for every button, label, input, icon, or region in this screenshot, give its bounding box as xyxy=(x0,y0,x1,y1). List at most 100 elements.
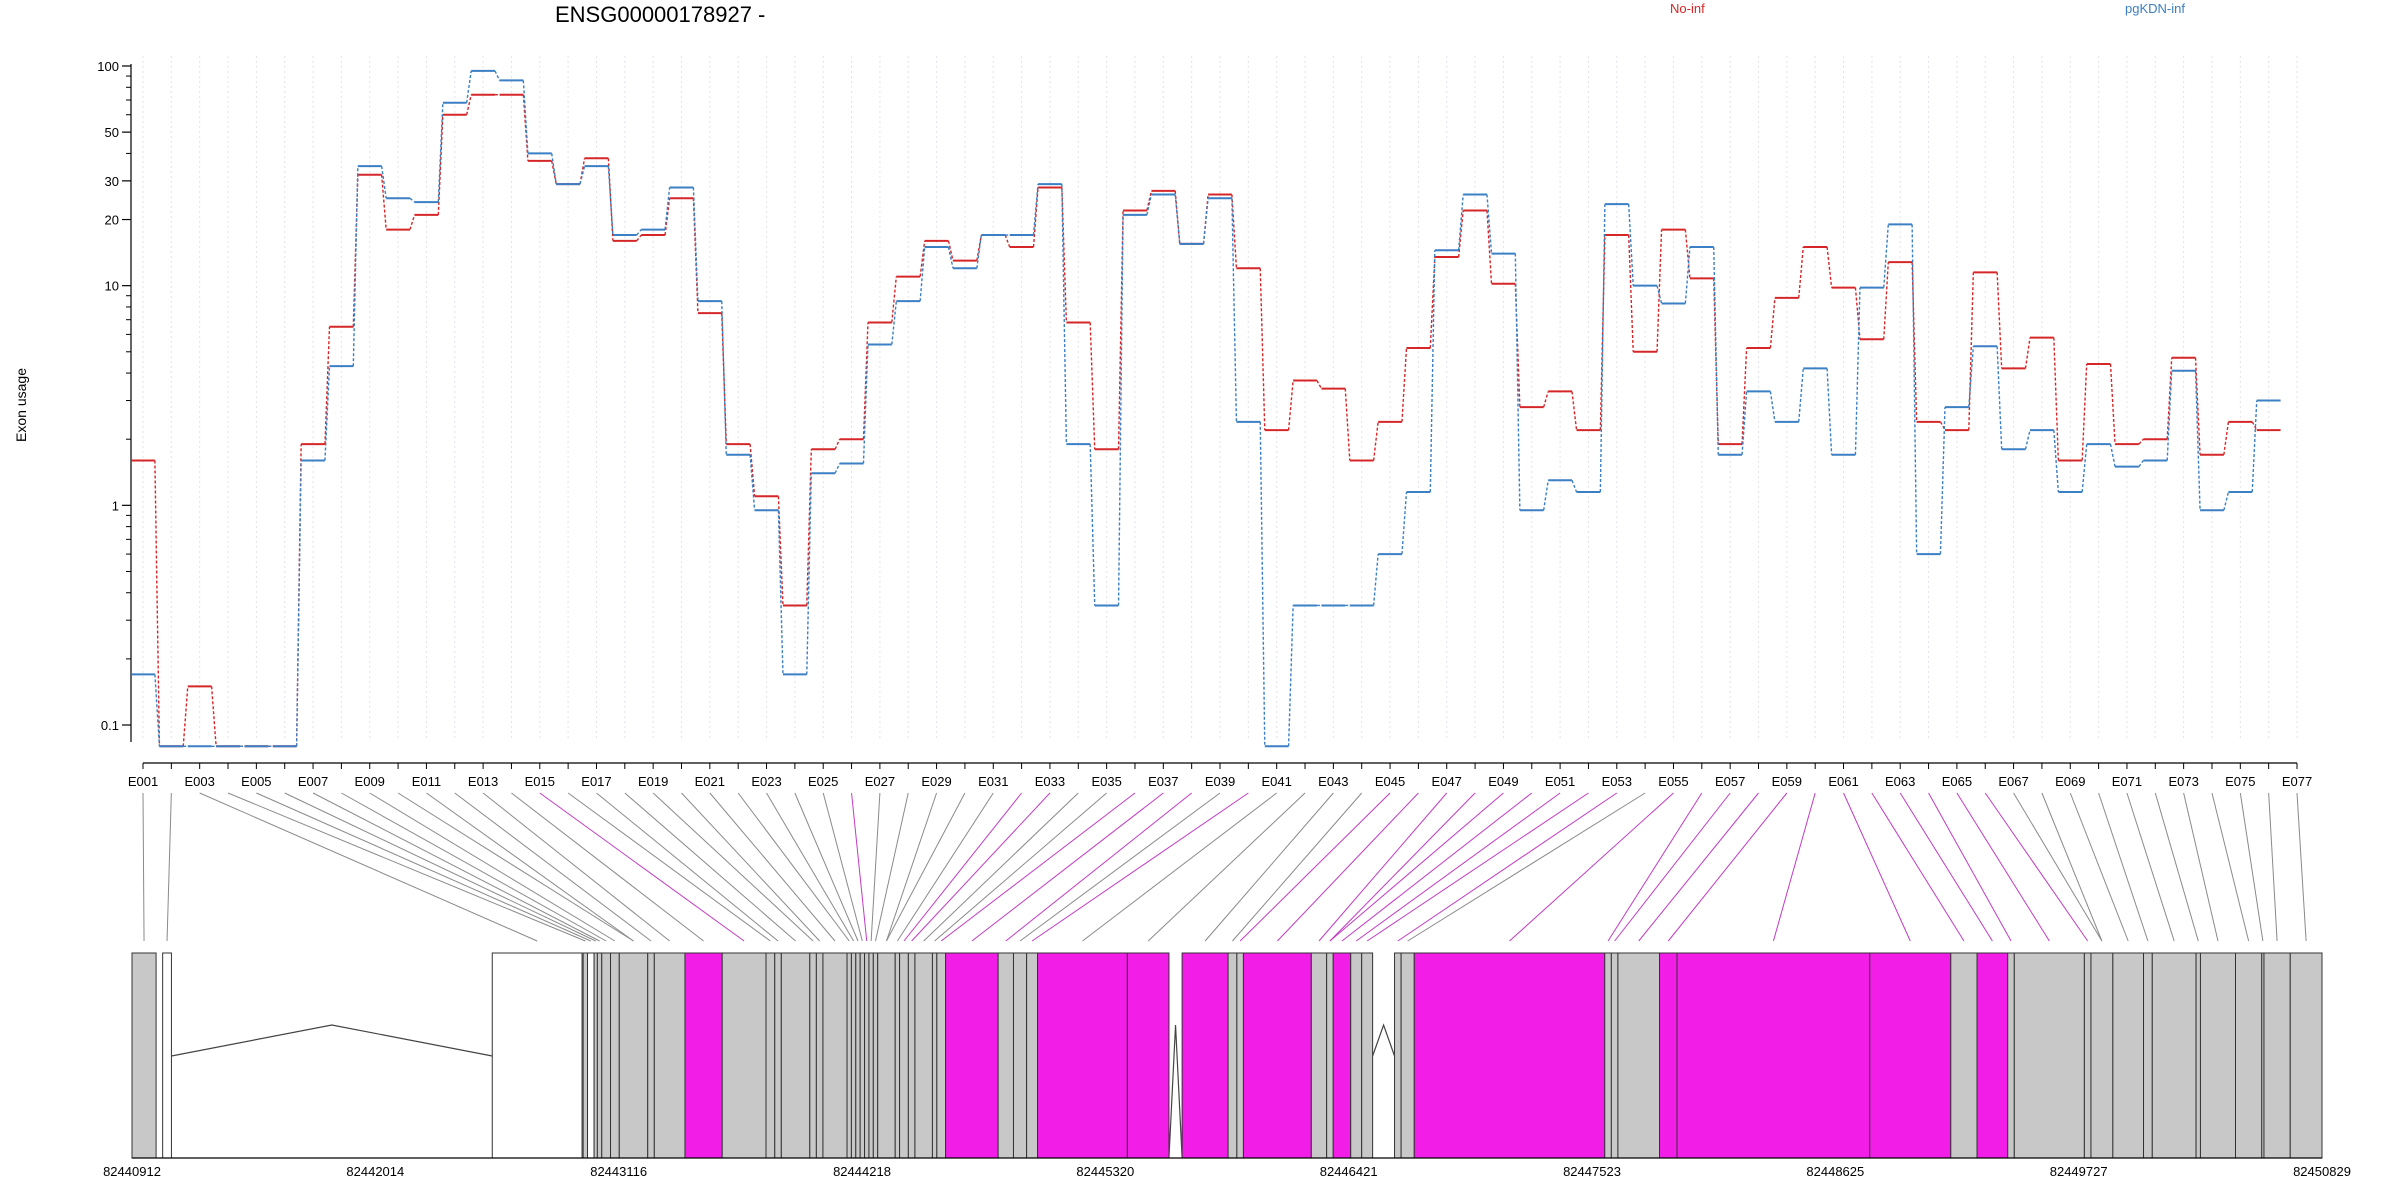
x-tick-label: E003 xyxy=(184,774,214,789)
exon-block xyxy=(914,952,933,1159)
exon-connector-line xyxy=(681,792,821,942)
x-tick-label: E041 xyxy=(1261,774,1291,789)
x-tick-label: E023 xyxy=(751,774,781,789)
exon-grid xyxy=(142,56,2298,738)
exon-connector-line xyxy=(1329,792,1476,942)
x-tick-label: E039 xyxy=(1205,774,1235,789)
exon-block xyxy=(1676,952,1871,1159)
exon-block xyxy=(1126,952,1170,1159)
x-tick-label: E053 xyxy=(1602,774,1632,789)
x-tick-label: E069 xyxy=(2055,774,2085,789)
exon-connector-line xyxy=(1239,792,1391,942)
exon-connector-line xyxy=(1232,792,1363,942)
exon-connector-line xyxy=(737,792,850,942)
x-tick-label: E063 xyxy=(1885,774,1915,789)
exon-block xyxy=(780,952,811,1159)
exon-connector-line xyxy=(2154,792,2199,942)
exon-connector-line xyxy=(2013,792,2103,942)
exon-connector-line xyxy=(312,792,600,942)
exon-block xyxy=(855,952,861,1159)
exon-block xyxy=(765,952,776,1159)
series-lines xyxy=(131,69,2281,748)
exon-block xyxy=(1227,952,1238,1159)
exon-block xyxy=(1400,952,1415,1159)
exon-block xyxy=(1413,952,1606,1159)
x-tick-label: E045 xyxy=(1375,774,1405,789)
exon-connector-line xyxy=(2126,792,2175,942)
exon-block xyxy=(809,952,817,1159)
exon-block xyxy=(1181,952,1229,1159)
series-connector xyxy=(154,94,2258,747)
series-no-inf xyxy=(131,93,2281,748)
exon-connector-line xyxy=(2268,792,2278,942)
exon-connector-line xyxy=(1614,792,1731,942)
exon-block xyxy=(1659,952,1678,1159)
exon-connector-line xyxy=(199,792,538,942)
genome-coordinate-label: 82443116 xyxy=(590,1164,647,1179)
exon-block xyxy=(2013,952,2085,1159)
exon-connector-line xyxy=(426,792,634,942)
exon-connector-line xyxy=(851,792,868,942)
exon-block xyxy=(864,952,870,1159)
exon-connector-line xyxy=(1956,792,2050,942)
exon-connector-line xyxy=(1509,792,1674,942)
exon-block xyxy=(1604,952,1612,1159)
x-tick-label: E059 xyxy=(1772,774,1802,789)
exon-block xyxy=(653,952,686,1159)
exon-connector-line xyxy=(227,792,586,942)
exon-block xyxy=(1950,952,1978,1159)
exon-block xyxy=(868,952,874,1159)
x-tick-label: E007 xyxy=(298,774,328,789)
exon-block xyxy=(2234,952,2263,1159)
x-tick-label: E011 xyxy=(412,774,441,789)
exon-connector-line xyxy=(2183,792,2219,942)
exon-connector-line xyxy=(454,792,652,942)
exon-block xyxy=(822,952,848,1159)
exon-connector-line xyxy=(1277,792,1419,942)
exon-connector-line xyxy=(341,792,607,942)
x-tick-label: E015 xyxy=(525,774,555,789)
exon-connector-line xyxy=(911,792,1051,942)
exon-connector-line xyxy=(885,792,938,942)
exon-connector-line xyxy=(1607,792,1703,942)
x-tick-label: E027 xyxy=(865,774,895,789)
x-tick-label: E061 xyxy=(1828,774,1858,789)
x-tick-label: E075 xyxy=(2225,774,2255,789)
x-tick-label: E057 xyxy=(1715,774,1745,789)
exon-block xyxy=(2263,952,2291,1159)
genome-coordinate-label: 82446421 xyxy=(1320,1164,1378,1179)
exon-block xyxy=(2199,952,2236,1159)
exon-connector-line xyxy=(766,792,855,942)
x-tick-label: E001 xyxy=(128,774,158,789)
genome-coordinate-label: 82444218 xyxy=(833,1164,891,1179)
x-tick-label: E071 xyxy=(2112,774,2142,789)
exon-block xyxy=(774,952,782,1159)
exon-block xyxy=(2083,952,2092,1159)
x-tick-label: E031 xyxy=(978,774,1008,789)
gene-model: 82440912 82442014 82443116 82444218 82445320… xyxy=(103,952,2351,1179)
exon-connector-line xyxy=(596,792,779,942)
exon-connector-line xyxy=(896,792,994,942)
exon-block xyxy=(1026,952,1039,1159)
exon-connector-line xyxy=(2296,792,2307,942)
exon-block xyxy=(2007,952,2015,1159)
exon-connector-line xyxy=(1355,792,1561,942)
exon-block xyxy=(2090,952,2114,1159)
y-tick-label: 30 xyxy=(105,174,119,189)
exon-block xyxy=(846,952,852,1159)
exon-block xyxy=(1037,952,1128,1159)
exon-connector-line xyxy=(1928,792,2012,942)
exon-block xyxy=(877,952,896,1159)
x-tick-label: E077 xyxy=(2282,774,2312,789)
x-tick-label: E073 xyxy=(2168,774,2198,789)
exon-block xyxy=(131,952,157,1159)
exon-block xyxy=(684,952,723,1159)
series-pgkdn-inf xyxy=(131,69,2281,748)
exon-connector-line xyxy=(397,792,634,942)
exon-block xyxy=(596,952,603,1159)
exon-connector-line xyxy=(1329,792,1504,942)
exon-connector-line xyxy=(971,792,1164,942)
x-tick-label: E043 xyxy=(1318,774,1348,789)
exon-connector-line xyxy=(875,792,909,942)
x-tick-label: E049 xyxy=(1488,774,1518,789)
